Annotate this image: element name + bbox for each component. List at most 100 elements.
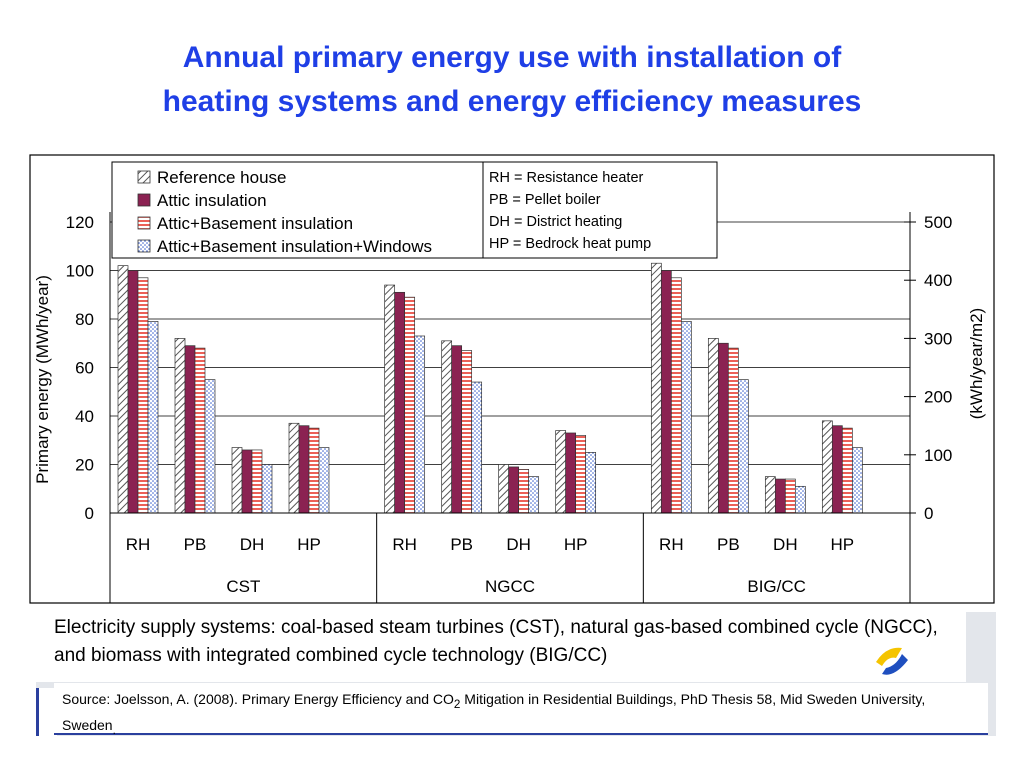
y-tick-label: 20 [75,456,94,475]
abbreviation-entry: PB = Pellet boiler [489,192,601,208]
category-label: PB [717,535,740,554]
bar [461,350,473,514]
bar [737,379,749,514]
bar [394,291,406,514]
legend-swatch [137,193,151,207]
y2-tick-label: 0 [924,504,933,523]
source-text-start: Source: Joelsson, A. (2008). Primary Ene… [62,691,454,707]
category-label: DH [240,535,265,554]
legend-box [111,161,503,259]
group-label: BIG/CC [747,577,806,596]
y-tick-label: 100 [66,262,94,281]
bar [660,270,672,514]
bar [204,379,216,514]
legend-swatch [137,239,151,253]
bar [707,338,719,514]
bar [194,347,206,514]
category-label: DH [506,535,531,554]
abbreviation-frame [482,161,718,259]
bar [318,447,330,514]
y-tick-label: 120 [66,213,94,232]
note-panel [36,612,966,682]
bar [241,449,253,514]
y-tick-label: 60 [75,359,94,378]
bar [650,262,662,514]
y-axis-title: Primary energy (MWh/year) [33,275,52,484]
bar [717,342,729,514]
bar [451,345,463,514]
bar [117,265,129,514]
bar [308,427,320,514]
bar [147,321,159,514]
bar [174,338,186,514]
bar [841,427,853,514]
bar [231,447,243,514]
bar [575,435,587,514]
y2-tick-label: 300 [924,329,952,348]
y2-tick-label: 400 [924,271,952,290]
bar [528,476,540,514]
legend: Reference house Attic insulation Attic+Bas… [111,161,503,259]
category-label: HP [297,535,321,554]
abbreviation-box: RH = Resistance heater PB = Pellet boiler… [482,161,718,259]
y2-tick-label: 100 [924,446,952,465]
category-label: PB [184,535,207,554]
category-label: HP [831,535,855,554]
category-label: RH [392,535,417,554]
bar [851,447,863,514]
bar [471,381,483,514]
category-label: RH [126,535,151,554]
y2-tick-label: 200 [924,388,952,407]
bar [127,270,139,514]
bar [288,422,300,514]
source-citation: Source: Joelsson, A. (2008). Primary Ene… [62,689,977,741]
group-label: CST [226,577,260,596]
source-text-end: Mitigation in Residential Buildings, PhD… [62,691,926,733]
legend-label: Reference house [157,168,286,187]
bar [518,469,530,514]
bar [565,432,577,514]
category-label: RH [659,535,684,554]
y-tick-label: 40 [75,407,94,426]
bar [498,464,510,514]
slide-title-line-2: heating systems and energy efficiency me… [162,85,862,118]
abbreviation-entry: DH = District heating [489,214,622,230]
y2-tick-label: 500 [924,213,952,232]
group-label: NGCC [485,577,535,596]
bar [414,335,426,514]
bar [441,340,453,514]
bar [784,478,796,514]
y-tick-label: 0 [85,504,94,523]
bar [508,466,520,514]
bar [670,277,682,514]
source-tail: . [112,723,116,737]
bar [404,296,416,514]
bar [794,485,806,514]
bar [774,478,786,514]
bar [585,452,597,514]
bar [298,425,310,514]
source-accent [36,688,57,736]
bar [831,425,843,514]
source-subscript: 2 [453,697,461,711]
bar [384,284,396,514]
bar [764,476,776,514]
university-logo-icon [876,647,908,675]
slide-title-line-1: Annual primary energy use with installat… [182,41,842,74]
supply-systems-note: Electricity supply systems: coal-based s… [54,617,938,666]
bar [727,347,739,514]
bar [821,420,833,514]
bar [137,277,149,514]
abbreviation-entry: RH = Resistance heater [489,170,644,186]
legend-label: Attic+Basement insulation [157,214,353,233]
bar [680,321,692,514]
y2-axis-title: (kWh/year/m2) [967,308,986,419]
source-box [54,683,988,735]
slide-title: Annual primary energy use with installat… [0,36,1024,124]
y-tick-label: 80 [75,310,94,329]
category-label: HP [564,535,588,554]
bar [184,345,196,514]
bar [555,430,567,514]
category-label: DH [773,535,798,554]
bar [251,449,263,514]
